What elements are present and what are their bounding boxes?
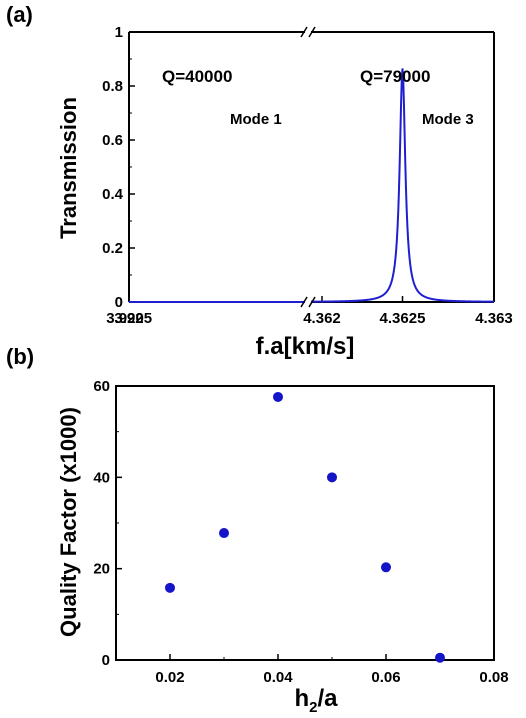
scatter-point: [273, 391, 283, 402]
panel-a-x-ticks: 3.923.9205 4.362 4.3625 4.363: [106, 296, 513, 327]
axis-break-slash: [308, 26, 316, 38]
scatter-point: [435, 652, 445, 663]
scatter-point: [219, 528, 229, 539]
panel-a-x-tick-label: 3.92: [114, 310, 143, 327]
x-axis-title-subscript: 2: [309, 699, 317, 716]
panel-a-y-tick-label: 0.2: [102, 240, 123, 257]
x-axis-title-tail: /a: [318, 685, 339, 712]
panel-b-y-tick-label: 60: [93, 378, 110, 395]
mode-3-q-annotation: Q=79000: [360, 67, 430, 86]
panel-a-y-tick-label: 1: [115, 24, 123, 41]
x-axis-title-main: h: [294, 685, 309, 712]
axis-break-slash: [300, 296, 308, 308]
panel-a-x-tick-label: 4.3625: [380, 310, 426, 327]
panel-b-x-tick-label: 0.04: [263, 669, 293, 686]
panel-a-y-axis-title: Transmission: [56, 97, 81, 239]
panel-a-transmission-chart: (a) 0 0.2 0.4 0.6 0.8 1 3.923.9205 4.362 4.3625…: [6, 2, 513, 360]
scatter-point: [381, 562, 391, 573]
axis-break-slash: [300, 26, 308, 38]
panel-a-x-axis-title: f.a[km/s]: [256, 333, 355, 360]
panel-a-x-tick-label: 4.363: [475, 310, 513, 327]
mode-1-q-annotation: Q=40000: [162, 67, 232, 86]
panel-b-x-tick-label: 0.02: [155, 669, 184, 686]
panel-b-quality-factor-chart: (b) 0 20 40 60 0.02 0.04 0.06 0.08 Quality Fac…: [6, 344, 509, 716]
panel-b-x-axis-title: h2/a: [294, 685, 338, 716]
panel-a-x-tick-label: 3.9205: [106, 310, 152, 327]
panel-b-y-tick-label: 0: [102, 652, 110, 669]
panel-a-y-tick-label: 0.6: [102, 132, 123, 149]
panel-b-axes-box: [115, 385, 495, 661]
panel-a-y-tick-label: 0.4: [102, 186, 124, 203]
panel-a-label: (a): [6, 2, 33, 27]
panel-b-y-tick-label: 40: [93, 469, 110, 486]
scatter-point: [327, 472, 337, 483]
axis-break-marks: [300, 26, 316, 308]
panel-b-y-ticks: 0 20 40 60: [93, 378, 122, 669]
scatter-point: [165, 582, 175, 593]
panel-b-y-axis-title: Quality Factor (x1000): [56, 407, 81, 637]
panel-b-data-points: [165, 391, 445, 663]
panel-b-x-tick-label: 0.06: [371, 669, 400, 686]
mode-3-transmission-line: [311, 68, 494, 303]
panel-b-plot-frame: [115, 385, 495, 661]
panel-a-y-ticks: 0 0.2 0.4 0.6 0.8 1: [102, 24, 135, 311]
axis-break-slash: [308, 296, 316, 308]
panel-b-x-tick-label: 0.08: [479, 669, 508, 686]
panel-b-x-ticks: 0.02 0.04 0.06 0.08: [155, 654, 509, 686]
panel-b-label: (b): [6, 344, 34, 369]
mode-3-label: Mode 3: [422, 111, 474, 128]
panel-a-y-tick-label: 0: [115, 294, 123, 311]
panel-b-y-tick-label: 20: [93, 561, 110, 578]
mode-1-transmission-line: [128, 300, 305, 303]
panel-a-x-tick-label: 4.362: [303, 310, 341, 327]
mode-1-label: Mode 1: [230, 111, 282, 128]
panel-a-y-tick-label: 0.8: [102, 78, 123, 95]
